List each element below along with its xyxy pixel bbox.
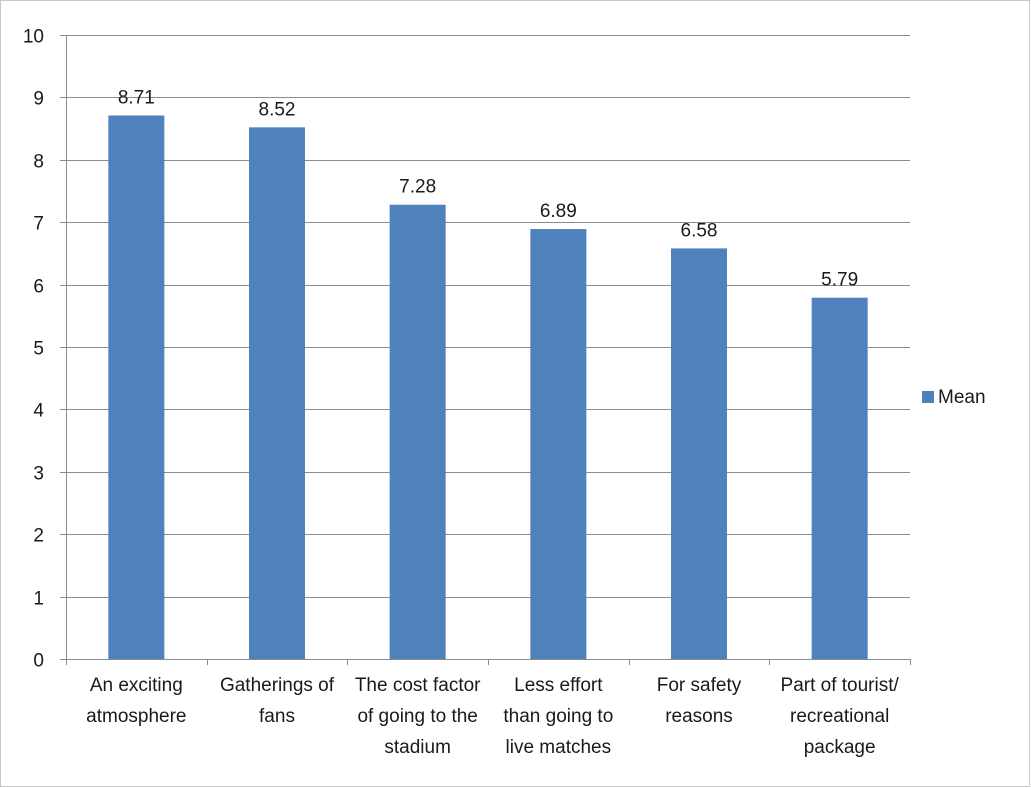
bar-2 xyxy=(249,127,305,660)
y-tick-label: 0 xyxy=(33,651,44,672)
data-label: 8.52 xyxy=(259,99,296,120)
bar-5 xyxy=(671,248,727,659)
data-label: 6.58 xyxy=(681,220,718,241)
axes xyxy=(60,35,911,665)
y-tick-label: 10 xyxy=(23,27,44,48)
data-label: 7.28 xyxy=(399,177,436,198)
legend: Mean xyxy=(922,387,986,408)
legend-swatch xyxy=(922,391,934,403)
bar-1 xyxy=(108,115,165,660)
data-label: 6.89 xyxy=(540,201,577,222)
category-label: An exciting atmosphere xyxy=(86,675,186,727)
gridlines xyxy=(66,35,910,598)
legend-label: Mean xyxy=(938,387,986,408)
y-tick-label: 9 xyxy=(33,89,44,110)
bar-3 xyxy=(389,204,446,659)
category-label: Part of tourist/recreational package xyxy=(781,675,900,758)
y-tick-label: 1 xyxy=(33,589,44,610)
category-label: For safety reasons xyxy=(657,675,742,727)
category-label: Gatherings of fans xyxy=(220,675,335,727)
data-label: 5.79 xyxy=(821,270,858,291)
bar-4 xyxy=(530,229,587,659)
bar-6 xyxy=(811,297,868,659)
y-tick-label: 4 xyxy=(33,401,44,422)
data-label: 8.71 xyxy=(118,87,155,108)
y-tick-label: 5 xyxy=(33,339,44,360)
category-label: Less effort than going to live matches xyxy=(503,675,613,758)
y-tick-label: 3 xyxy=(33,464,44,485)
bars xyxy=(108,115,868,660)
y-tick-label: 2 xyxy=(33,526,44,547)
y-tick-label: 7 xyxy=(33,214,44,235)
category-label: The cost factor of going to the stadium xyxy=(355,675,481,758)
labels: 0 1 2 3 4 5 6 7 8 9 10 8.71 An exciting atmosphere 8.5… xyxy=(23,27,900,759)
y-tick-label: 6 xyxy=(33,277,44,298)
y-tick-label: 8 xyxy=(33,152,44,173)
